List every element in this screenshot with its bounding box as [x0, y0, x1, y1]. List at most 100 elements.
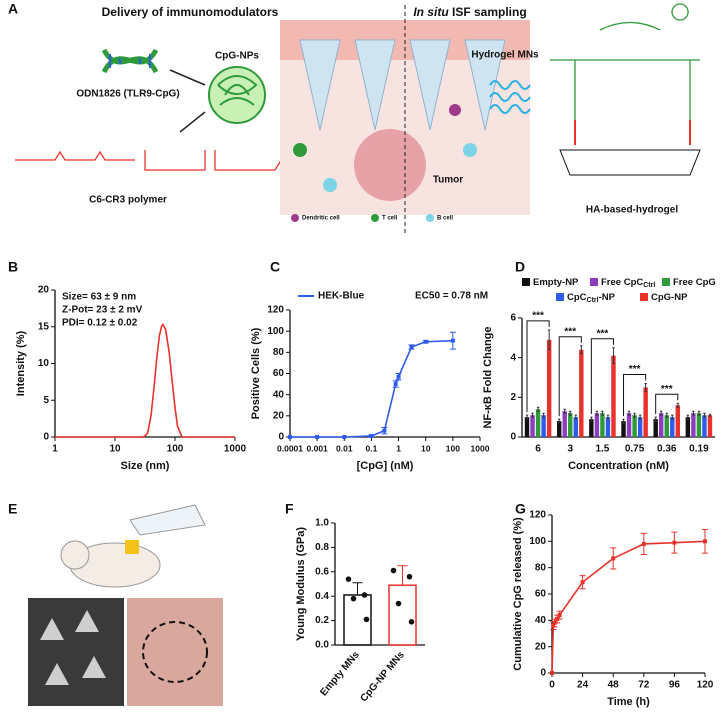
- cell: [463, 143, 477, 157]
- x-tick-label: 0.001: [307, 443, 329, 453]
- bar: [530, 415, 535, 437]
- error-bar-line: [563, 408, 566, 414]
- y-tick-label: 40: [535, 615, 547, 626]
- illustration-e: [28, 504, 223, 706]
- bar: [388, 584, 417, 646]
- bar: [685, 417, 691, 437]
- bar: [659, 413, 664, 437]
- panel-label: F: [285, 501, 294, 517]
- bar: [653, 419, 658, 437]
- x-axis-label: Time (h): [607, 696, 650, 708]
- sem-image: [28, 598, 124, 706]
- marker: [557, 613, 562, 618]
- x-tick-label: 24: [577, 680, 589, 691]
- x-tick-label: 1: [396, 443, 401, 453]
- marker: [580, 580, 585, 585]
- error-bar: [595, 410, 599, 416]
- x-tick-label: 100: [167, 444, 184, 455]
- y-tick-label: 100: [267, 326, 284, 337]
- series-line: [290, 339, 453, 438]
- y-axis-label: Young Modulus (GPa): [295, 527, 307, 641]
- error-bar-line: [627, 410, 631, 416]
- bar: [535, 409, 541, 437]
- error-bar-line: [601, 410, 604, 416]
- bar: [664, 415, 669, 437]
- x-tick-label: 3: [567, 444, 573, 455]
- error-bar-line: [686, 414, 690, 420]
- error-bar: [590, 416, 593, 422]
- y-tick-label: 40: [273, 389, 285, 400]
- legend-name: Empty-NP: [533, 277, 579, 288]
- y-tick-label: 6: [510, 313, 516, 324]
- x-tick-label: 10: [109, 444, 121, 455]
- error-bar: [525, 414, 529, 420]
- error-bar: [536, 406, 540, 412]
- data-point: [390, 567, 397, 574]
- skin-image: [127, 598, 223, 706]
- marker: [450, 338, 455, 343]
- legend-label: Free CpCCtrl: [601, 277, 655, 290]
- bar: [707, 415, 713, 437]
- panel-label: G: [515, 501, 526, 517]
- bar: [524, 417, 530, 437]
- error-bar: [531, 412, 534, 418]
- error-bar: [622, 418, 625, 424]
- x-tick-label: 1000: [224, 444, 247, 455]
- y-tick-label: 4: [510, 352, 516, 363]
- marker: [396, 374, 401, 379]
- bar: [643, 387, 648, 437]
- y-tick-label: 20: [38, 285, 50, 296]
- error-bar-line: [708, 413, 712, 417]
- error-bar-line: [531, 412, 534, 418]
- marker: [550, 671, 554, 675]
- y-tick-label: 20: [273, 410, 285, 421]
- marker: [409, 345, 414, 350]
- marker: [315, 435, 320, 439]
- marker: [288, 435, 292, 439]
- legend-name: CpG-NP: [651, 292, 688, 303]
- y-tick-label: 120: [529, 510, 546, 521]
- bar: [600, 413, 605, 437]
- y-tick-label: 120: [267, 305, 284, 316]
- significance-bracket: [526, 320, 550, 413]
- y-tick-label: 1.0: [315, 518, 329, 529]
- annotation: Size= 63 ± 9 nm: [62, 292, 136, 303]
- error-bar-line: [665, 412, 668, 418]
- insertion-outline: [142, 621, 208, 683]
- hydrogel-icon: [489, 80, 531, 114]
- error-bar: [671, 414, 674, 420]
- y-axis-label: Positive Cells (%): [250, 327, 262, 419]
- error-bar-line: [580, 345, 583, 355]
- marker: [641, 541, 646, 546]
- significance-bracket: [623, 373, 647, 417]
- annotation: Z-Pot= 23 ± 2 mV: [62, 305, 143, 316]
- label: Hydrogel MNs: [471, 50, 539, 61]
- error-bar-line: [542, 412, 545, 418]
- hydrogel-chain: [550, 3, 700, 120]
- y-tick-label: 80: [535, 562, 547, 573]
- bar: [675, 405, 681, 437]
- error-bar: [352, 582, 363, 595]
- bar: [611, 355, 616, 437]
- panel-label: D: [515, 259, 525, 275]
- legend-swatch: [590, 278, 598, 286]
- label: ODN1826 (TLR9-CpG): [76, 89, 179, 100]
- error-bar-line: [525, 414, 529, 420]
- y-tick-label: 80: [273, 347, 285, 358]
- bar: [579, 349, 584, 437]
- y-tick-label: 0.4: [315, 591, 329, 602]
- error-bar-line: [676, 402, 680, 408]
- error-bar-line: [622, 418, 625, 424]
- error-bar: [542, 412, 545, 418]
- bar: [573, 417, 578, 437]
- data-point: [408, 619, 415, 625]
- series-line: [551, 540, 706, 674]
- error-bar-line: [547, 329, 551, 351]
- error-bar: [654, 416, 657, 422]
- y-tick-label: 15: [38, 321, 50, 332]
- bar: [589, 419, 594, 437]
- dna-rungs: [109, 54, 151, 68]
- disulfide: [574, 120, 691, 145]
- ha-backbone: [559, 149, 701, 176]
- x-tick-label: 10: [421, 443, 431, 453]
